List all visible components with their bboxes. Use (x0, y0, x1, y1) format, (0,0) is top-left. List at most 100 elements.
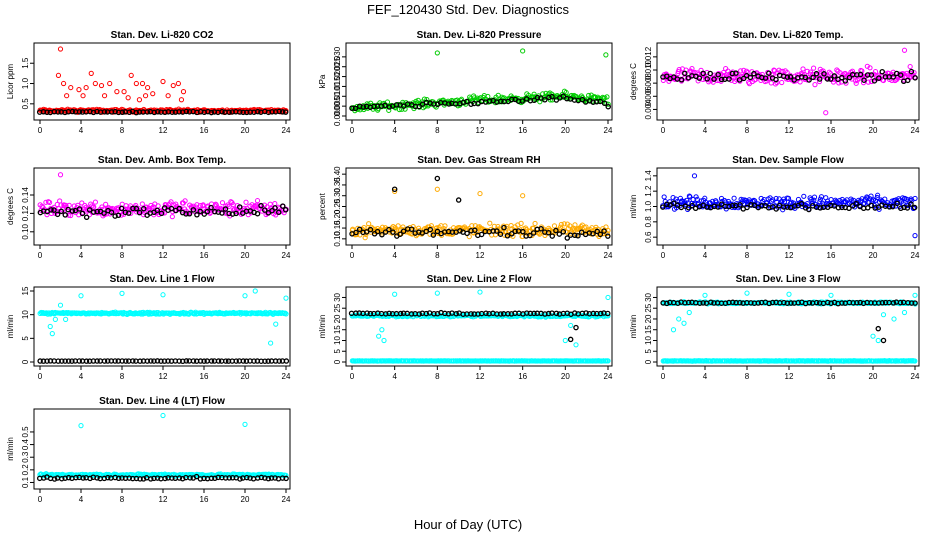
x-tick-label: 16 (200, 495, 209, 504)
data-point (472, 227, 478, 234)
data-point (59, 475, 65, 482)
data-point (226, 475, 233, 481)
data-point (558, 221, 564, 228)
data-point (128, 72, 134, 79)
data-point (363, 229, 370, 235)
data-point (54, 211, 61, 218)
data-point (352, 105, 359, 112)
x-tick-label: 20 (241, 126, 250, 135)
data-point (386, 226, 392, 233)
x-tick-label: 12 (159, 251, 168, 260)
data-point (226, 109, 232, 115)
data-point (839, 204, 845, 211)
data-point (145, 84, 151, 91)
data-point (268, 340, 274, 346)
x-tick-label: 24 (911, 126, 920, 135)
data-point (755, 300, 761, 306)
data-point (183, 211, 189, 217)
data-point (47, 323, 53, 330)
y-tick-label: 15 (333, 325, 342, 334)
data-point (520, 228, 526, 235)
data-point (223, 358, 229, 364)
x-tick-label: 8 (745, 372, 750, 381)
data-point (63, 316, 69, 322)
data-point (139, 201, 145, 207)
data-point (215, 358, 222, 364)
data-point (839, 300, 845, 306)
data-point (682, 70, 688, 77)
data-point (244, 474, 250, 481)
data-point (169, 214, 175, 220)
data-point (69, 358, 75, 364)
data-point (839, 74, 845, 81)
data-point (497, 311, 504, 317)
data-point (812, 82, 818, 88)
data-point (78, 423, 84, 429)
data-point (827, 76, 834, 82)
data-point (468, 311, 474, 317)
data-point (280, 203, 286, 209)
data-point (251, 358, 257, 364)
data-point (737, 299, 743, 306)
panel-5: Stan. Dev. Sample Flow 0 4 8 12 16 20 24 0.6 0.8 1… (629, 155, 920, 260)
data-point (194, 202, 200, 208)
data-point (130, 205, 136, 212)
data-point (112, 213, 118, 219)
data-point (491, 223, 497, 229)
data-point (824, 76, 831, 82)
panel-1: Stan. Dev. Li-820 Pressure 0 4 8 12 16 20 24 0.0… (318, 30, 613, 135)
data-point (283, 295, 289, 301)
x-tick-label: 20 (869, 251, 878, 260)
data-point (661, 194, 667, 200)
data-point (542, 97, 548, 103)
data-point (825, 299, 831, 306)
data-point (94, 358, 100, 364)
y-tick-label: 5 (644, 348, 653, 353)
data-point (787, 74, 794, 80)
x-tick-label: 12 (476, 372, 485, 381)
y-axis-label: ml/min (6, 315, 15, 339)
data-point (446, 101, 452, 107)
data-point (455, 197, 462, 203)
data-point (112, 108, 118, 115)
plot-frame (656, 42, 920, 121)
data-point (798, 200, 805, 207)
data-point (121, 89, 127, 95)
data-point (875, 325, 882, 332)
data-point (730, 299, 736, 306)
data-point (434, 290, 440, 296)
data-point (348, 310, 355, 317)
y-tick-label: 0.020 (333, 66, 342, 87)
data-point (549, 93, 555, 100)
data-point (58, 202, 64, 208)
data-point (575, 233, 581, 239)
data-point (875, 192, 881, 198)
data-point (806, 206, 812, 213)
data-point (40, 475, 47, 481)
data-point (689, 202, 696, 209)
data-point (367, 310, 374, 317)
data-point (382, 229, 389, 235)
data-point (733, 70, 739, 76)
y-tick-label: 0.6 (644, 231, 653, 243)
data-point (76, 358, 83, 364)
data-point (553, 310, 560, 317)
data-point (893, 203, 899, 209)
data-point (150, 91, 156, 97)
data-point (44, 109, 50, 116)
data-point (379, 327, 385, 333)
data-point (80, 93, 86, 99)
data-point (125, 210, 132, 216)
y-tick-label: 0.5 (21, 426, 30, 438)
data-point (711, 76, 717, 82)
x-tick-label: 20 (561, 372, 570, 381)
data-point (86, 207, 93, 213)
x-tick-label: 20 (241, 495, 250, 504)
data-point (158, 358, 164, 364)
x-tick-label: 0 (38, 251, 43, 260)
y-tick-label: 0.8 (644, 216, 653, 228)
y-tick-label: 1.5 (21, 57, 30, 69)
data-point (477, 289, 483, 295)
data-point (831, 73, 838, 79)
y-tick-label: 0.20 (333, 209, 342, 225)
